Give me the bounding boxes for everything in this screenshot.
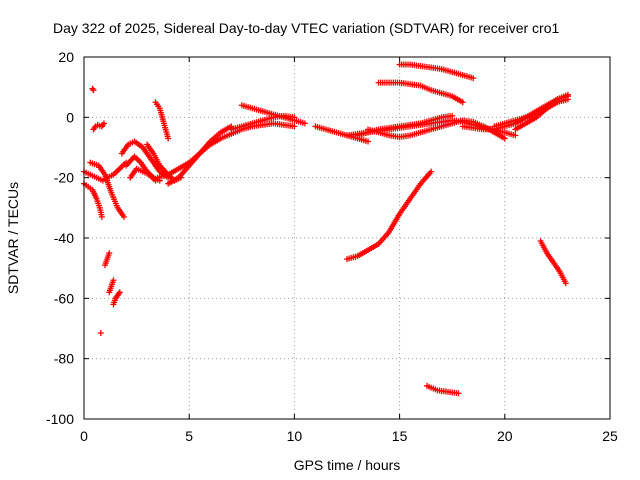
- data-point: [562, 280, 569, 287]
- x-tick-label: 15: [392, 428, 408, 444]
- x-tick-label: 20: [497, 428, 513, 444]
- series-track-b: [81, 180, 105, 220]
- series-track-l: [127, 165, 159, 184]
- data-point: [90, 87, 97, 94]
- y-tick-label: 20: [58, 49, 74, 65]
- axis-ticks: 0 5 10 15 20 25 20 0 -20 -40 -60 -80 -100: [46, 49, 618, 444]
- data-point: [301, 120, 308, 127]
- data-point: [449, 112, 456, 119]
- data-point: [97, 330, 104, 337]
- series-track-ac: [512, 91, 571, 133]
- y-tick-label: -60: [54, 290, 74, 306]
- x-tick-label: 10: [287, 428, 303, 444]
- series-track-i: [97, 330, 104, 337]
- series-track-e: [89, 85, 97, 94]
- series-track-u: [354, 112, 456, 139]
- y-axis-label: SDTVAR / TECUs: [5, 182, 21, 294]
- series-track-r: [228, 112, 298, 133]
- y-tick-label: -20: [54, 170, 74, 186]
- x-tick-label: 5: [185, 428, 193, 444]
- data-point: [165, 135, 172, 142]
- series-track-m: [152, 99, 172, 142]
- data-point: [291, 123, 298, 130]
- data-point: [291, 114, 298, 121]
- data-point: [470, 75, 477, 82]
- series-track-ad: [537, 238, 569, 287]
- x-tick-label: 0: [80, 428, 88, 444]
- data-point: [455, 390, 462, 397]
- data-point: [459, 99, 466, 106]
- series-track-v: [365, 117, 508, 142]
- series-track-h: [110, 289, 123, 308]
- data-point: [365, 138, 372, 145]
- series-track-c: [87, 159, 127, 220]
- y-tick-label: 0: [66, 109, 74, 125]
- series-track-z: [423, 382, 462, 397]
- y-tick-label: -40: [54, 230, 74, 246]
- y-tick-label: -100: [46, 411, 74, 427]
- y-tick-label: -80: [54, 351, 74, 367]
- data-point: [110, 277, 117, 284]
- series-track-y: [344, 168, 435, 263]
- data-point: [152, 177, 159, 184]
- x-tick-label: 25: [602, 428, 618, 444]
- x-axis-label: GPS time / hours: [294, 457, 401, 473]
- data-point: [106, 250, 113, 257]
- plot-frame: [83, 56, 611, 420]
- data-point: [116, 289, 123, 296]
- data-points: [81, 61, 571, 397]
- series-track-w: [375, 79, 466, 106]
- series-track-x: [396, 61, 477, 82]
- series-track-p: [165, 123, 235, 187]
- chart-title: Day 322 of 2025, Sidereal Day-to-day VTE…: [53, 20, 559, 36]
- series-track-g: [106, 277, 117, 296]
- data-point: [501, 135, 508, 142]
- data-point: [98, 213, 105, 220]
- grid-lines: [84, 57, 610, 419]
- series-track-f: [102, 250, 113, 269]
- data-point: [564, 91, 571, 98]
- data-point: [120, 213, 127, 220]
- data-point: [100, 120, 107, 127]
- series-track-d: [90, 120, 107, 133]
- data-point: [428, 168, 435, 175]
- data-point: [512, 132, 519, 139]
